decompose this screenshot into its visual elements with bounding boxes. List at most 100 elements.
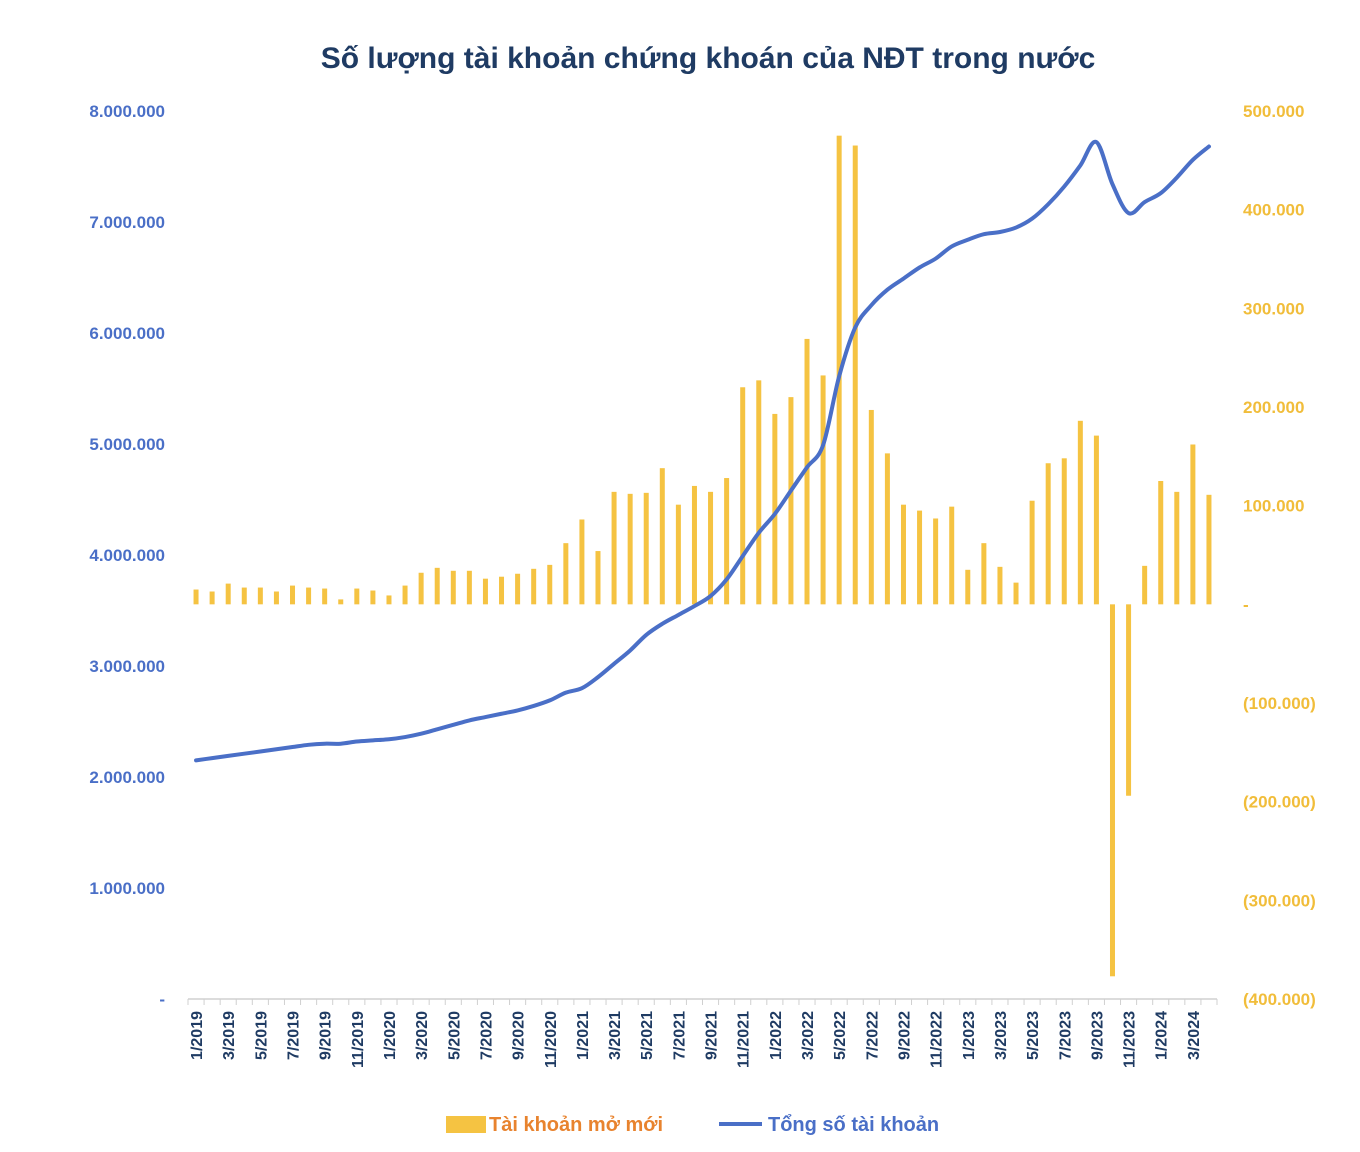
left-tick-label: 6.000.000 (89, 324, 165, 343)
bar (788, 397, 794, 605)
left-axis: - 1.000.000 2.000.000 3.000.000 4.000.000 5.0… (89, 102, 165, 1009)
bar (820, 375, 826, 605)
total-accounts-line (194, 139, 1211, 763)
right-tick-label: 500.000 (1243, 102, 1304, 121)
bar (900, 504, 906, 605)
right-tick-label: 100.000 (1243, 497, 1304, 516)
legend-bar-label: Tài khoản mở mới (489, 1114, 663, 1136)
x-tick-label: 7/2022 (864, 1011, 881, 1060)
right-tick-label: 400.000 (1243, 201, 1304, 220)
bar (1093, 435, 1099, 605)
bar (434, 567, 440, 605)
bar (1077, 420, 1083, 605)
bar (659, 468, 665, 605)
chart-title: Số lượng tài khoản chứng khoán của NĐT t… (321, 42, 1096, 75)
left-tick-label: 7.000.000 (89, 213, 165, 232)
x-tick-label: 11/2019 (350, 1011, 367, 1068)
x-tick-label: 7/2020 (478, 1011, 495, 1060)
bar (547, 564, 553, 605)
x-tick-label: 9/2021 (704, 1011, 721, 1060)
bar (418, 572, 424, 605)
bar (724, 478, 730, 605)
x-tick-label: 5/2019 (253, 1011, 270, 1060)
left-tick-label: 3.000.000 (89, 657, 165, 676)
right-tick-label: (400.000) (1243, 990, 1316, 1009)
bar (852, 145, 858, 605)
bar (804, 338, 810, 605)
bar (917, 510, 923, 605)
left-tick-label: 2.000.000 (89, 768, 165, 787)
legend-line-label: Tổng số tài khoản (768, 1114, 939, 1136)
bar (884, 453, 890, 605)
x-tick-label: 7/2019 (286, 1011, 303, 1060)
bar (1029, 500, 1035, 605)
x-tick-label: 11/2020 (543, 1011, 560, 1068)
x-tick-label: 3/2020 (414, 1011, 431, 1060)
bar (627, 493, 633, 605)
x-tick-label: 9/2020 (511, 1011, 528, 1060)
x-tick-label: 9/2022 (896, 1011, 913, 1060)
right-tick-label: (200.000) (1243, 793, 1316, 812)
bar (386, 595, 392, 605)
x-tick-label: 3/2022 (800, 1011, 817, 1060)
x-tick-label: 3/2021 (607, 1011, 624, 1060)
bar (515, 573, 521, 605)
bar (997, 566, 1003, 605)
bar (981, 543, 987, 605)
bar (290, 585, 296, 605)
bar (1206, 494, 1212, 605)
bar (306, 587, 312, 605)
x-tick-label: 7/2021 (671, 1011, 688, 1060)
right-tick-label: - (1243, 595, 1249, 614)
x-tick-label: 1/2023 (961, 1011, 978, 1060)
bar (708, 491, 714, 605)
bar (949, 506, 955, 605)
right-tick-label: (300.000) (1243, 891, 1316, 910)
bar (611, 491, 617, 605)
x-tick-label: 9/2023 (1089, 1011, 1106, 1060)
bar (1013, 582, 1019, 605)
x-tick-label: 3/2023 (993, 1011, 1010, 1060)
bar (1158, 481, 1164, 605)
right-axis: (400.000) (300.000) (200.000) (100.000) - 100… (1243, 102, 1316, 1009)
bar (241, 587, 247, 605)
x-tick-label: 11/2023 (1122, 1011, 1139, 1068)
bar (691, 485, 697, 605)
x-tick-label: 11/2021 (736, 1011, 753, 1068)
bar (482, 578, 488, 605)
x-tick-label: 1/2024 (1154, 1011, 1171, 1060)
bar (675, 504, 681, 605)
bar (402, 585, 408, 605)
bar (1061, 458, 1067, 605)
right-tick-label: 300.000 (1243, 299, 1304, 318)
x-tick-label: 9/2019 (318, 1011, 335, 1060)
x-tick-label: 1/2019 (189, 1011, 206, 1060)
left-tick-label: 8.000.000 (89, 102, 165, 121)
bar (370, 590, 376, 605)
bar (563, 543, 569, 605)
bar (450, 570, 456, 605)
x-tick-label: 1/2021 (575, 1011, 592, 1060)
bar (273, 591, 279, 605)
bar (740, 387, 746, 605)
bar (466, 570, 472, 605)
bar (772, 413, 778, 605)
bar-series-new-accounts (193, 135, 1212, 977)
legend-bar-swatch (446, 1116, 486, 1133)
x-tick-label: 3/2024 (1186, 1011, 1203, 1060)
bar (193, 589, 199, 605)
bar (499, 576, 505, 605)
x-tick-label: 5/2021 (639, 1011, 656, 1060)
bar (643, 492, 649, 605)
x-tick-label: 3/2019 (221, 1011, 238, 1060)
line-series-total-accounts (194, 139, 1211, 763)
bar (868, 409, 874, 605)
bar (933, 518, 939, 605)
left-tick-label: 4.000.000 (89, 546, 165, 565)
x-tick-label: 11/2022 (929, 1011, 946, 1068)
left-tick-label: - (159, 990, 165, 1009)
bar (225, 583, 231, 605)
left-tick-label: 5.000.000 (89, 435, 165, 454)
bar (1174, 491, 1180, 605)
